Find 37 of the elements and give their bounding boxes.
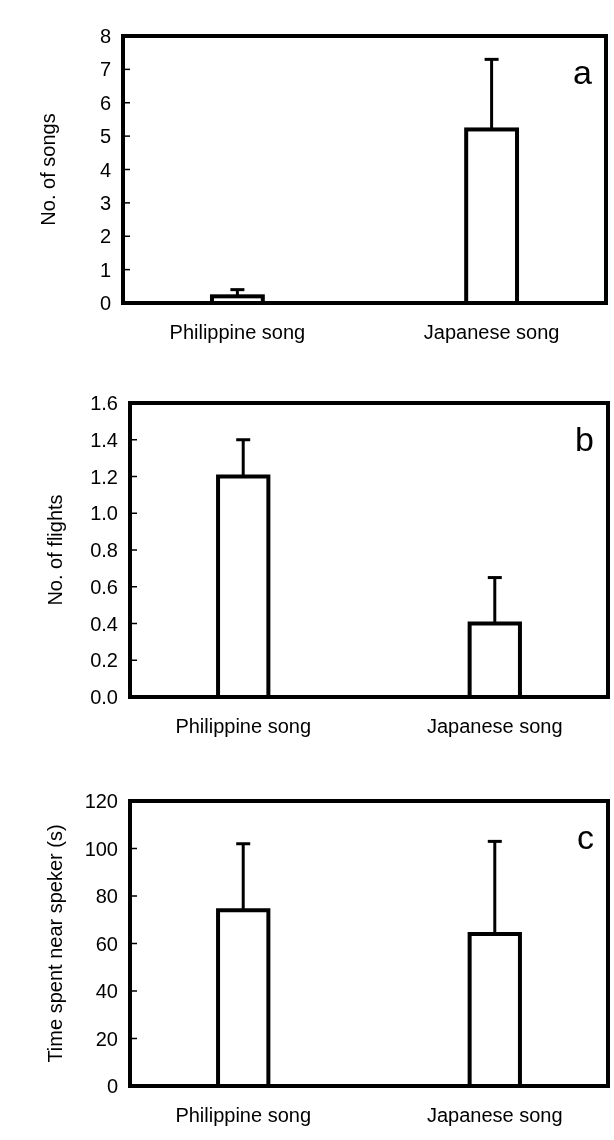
y-tick-label: 0.2 [90, 649, 118, 672]
y-tick-label: 60 [95, 932, 118, 955]
y-tick-label: 3 [99, 191, 111, 214]
y-axis-title: No. of flights [44, 494, 66, 606]
x-tick-label: Japanese song [423, 321, 560, 343]
y-tick-label: 7 [99, 58, 111, 81]
y-tick-label: 20 [95, 1027, 118, 1050]
annotation: a [573, 53, 593, 91]
y-tick-label: 1.0 [90, 502, 118, 525]
x-tick-label: Japanese song [426, 715, 563, 737]
x-tick-label: Philippine song [175, 715, 312, 737]
y-tick-label: 8 [99, 25, 111, 47]
annotation: c [577, 818, 594, 856]
y-tick-label: 0.0 [90, 686, 118, 708]
y-tick-label: 80 [95, 885, 118, 907]
y-tick-label: 5 [99, 125, 111, 148]
y-tick-label: 1 [99, 258, 111, 281]
y-tick-label: 6 [99, 91, 111, 114]
y-tick-label: 1.2 [90, 465, 118, 488]
y-axis-title: Time spent near speker (s) [44, 824, 66, 1063]
x-tick-label: Japanese song [426, 1104, 563, 1126]
y-tick-label: 4 [99, 158, 111, 181]
y-tick-label: 0.4 [90, 612, 118, 635]
y-tick-label: 0 [106, 1075, 118, 1097]
y-tick-label: 40 [95, 980, 118, 1002]
x-tick-label: Philippine song [175, 1104, 312, 1126]
y-axis-title: No. of songs [37, 113, 59, 226]
y-tick-label: 0.6 [90, 575, 118, 598]
y-tick-label: 100 [84, 837, 118, 860]
y-tick-label: 0.8 [90, 539, 118, 561]
y-tick-label: 0 [99, 292, 111, 314]
x-tick-label: Philippine song [169, 321, 306, 343]
annotation: b [575, 420, 594, 458]
y-tick-label: 2 [99, 225, 111, 248]
y-tick-label: 1.6 [90, 392, 118, 414]
y-tick-label: 120 [84, 790, 118, 812]
y-tick-label: 1.4 [90, 428, 118, 451]
